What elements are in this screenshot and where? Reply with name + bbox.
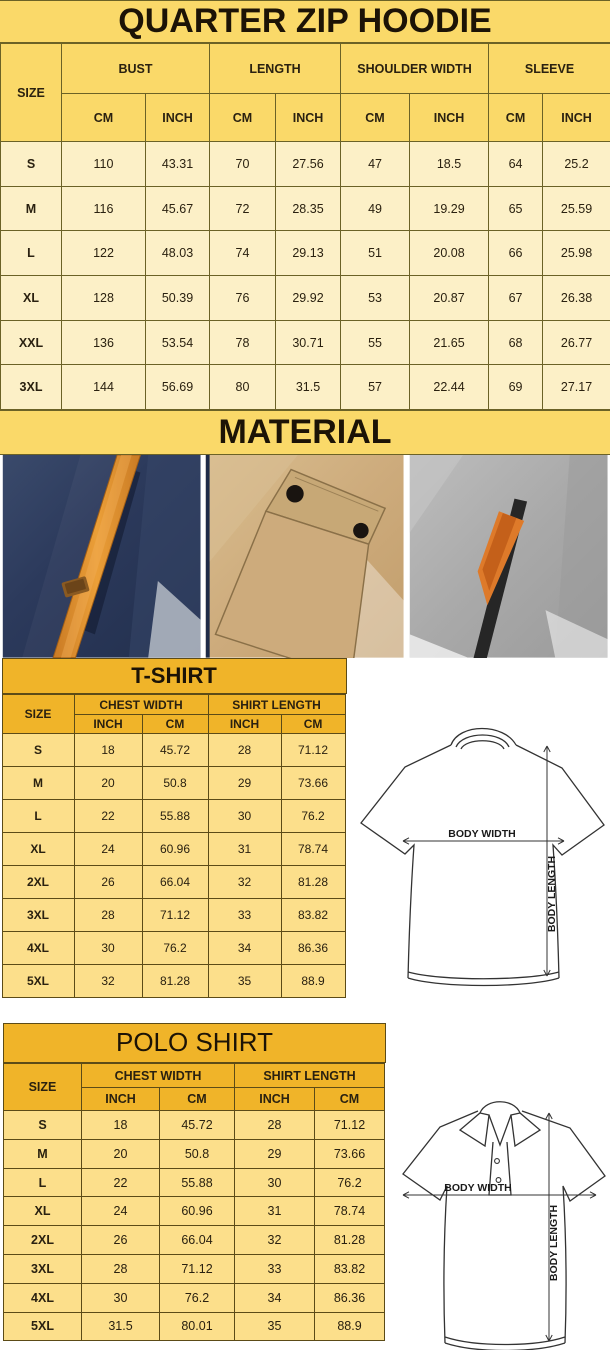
svg-text:BODY LENGTH: BODY LENGTH: [546, 855, 558, 931]
svg-text:BODY WIDTH: BODY WIDTH: [448, 828, 515, 840]
svg-text:BODY LENGTH: BODY LENGTH: [548, 1204, 560, 1280]
svg-text:BODY WIDTH: BODY WIDTH: [444, 1182, 511, 1194]
